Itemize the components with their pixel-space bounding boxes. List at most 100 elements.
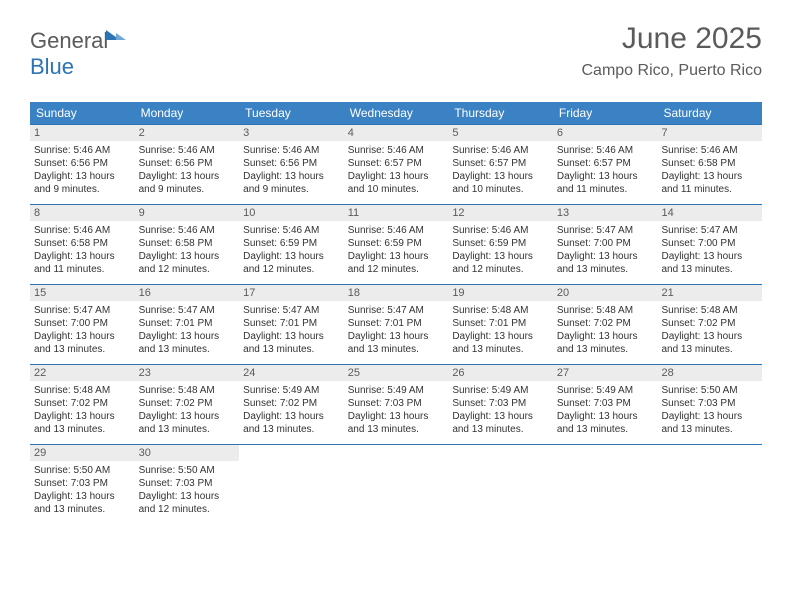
day-number: 1 (30, 125, 135, 141)
calendar-day-cell: 24 Sunrise: 5:49 AMSunset: 7:02 PMDayligh… (239, 365, 344, 444)
calendar-day-cell: 25 Sunrise: 5:49 AMSunset: 7:03 PMDayligh… (344, 365, 449, 444)
dow-label: Wednesday (344, 102, 449, 124)
day-number: 23 (135, 365, 240, 381)
day-details: Sunrise: 5:47 AMSunset: 7:00 PMDaylight:… (34, 304, 131, 356)
calendar-day-cell: 26 Sunrise: 5:49 AMSunset: 7:03 PMDayligh… (448, 365, 553, 444)
day-details: Sunrise: 5:46 AMSunset: 6:56 PMDaylight:… (243, 144, 340, 196)
day-number: 26 (448, 365, 553, 381)
day-number: 13 (553, 205, 658, 221)
brand-logo: General Blue (30, 28, 126, 80)
calendar-day-cell: . (657, 445, 762, 524)
day-details: Sunrise: 5:47 AMSunset: 7:00 PMDaylight:… (557, 224, 654, 276)
day-details: Sunrise: 5:46 AMSunset: 6:59 PMDaylight:… (348, 224, 445, 276)
calendar-week-row: 8Sunrise: 5:46 AMSunset: 6:58 PMDaylight… (30, 204, 762, 284)
day-number: 9 (135, 205, 240, 221)
day-number: 19 (448, 285, 553, 301)
calendar-day-cell: 11 Sunrise: 5:46 AMSunset: 6:59 PMDayligh… (344, 205, 449, 284)
calendar-day-cell: 20 Sunrise: 5:48 AMSunset: 7:02 PMDayligh… (553, 285, 658, 364)
day-number: 4 (344, 125, 449, 141)
calendar-day-cell: 6Sunrise: 5:46 AMSunset: 6:57 PMDaylight… (553, 125, 658, 204)
day-details: Sunrise: 5:47 AMSunset: 7:01 PMDaylight:… (139, 304, 236, 356)
day-details: Sunrise: 5:48 AMSunset: 7:02 PMDaylight:… (34, 384, 131, 436)
day-number: 30 (135, 445, 240, 461)
brand-part2: Blue (30, 54, 74, 79)
dow-label: Thursday (448, 102, 553, 124)
day-details: Sunrise: 5:50 AMSunset: 7:03 PMDaylight:… (661, 384, 758, 436)
day-number: 27 (553, 365, 658, 381)
day-details: Sunrise: 5:48 AMSunset: 7:02 PMDaylight:… (139, 384, 236, 436)
day-number: 18 (344, 285, 449, 301)
calendar-week-row: 29 Sunrise: 5:50 AMSunset: 7:03 PMDayligh… (30, 444, 762, 524)
day-number: 17 (239, 285, 344, 301)
day-number: 28 (657, 365, 762, 381)
day-details: Sunrise: 5:46 AMSunset: 6:59 PMDaylight:… (452, 224, 549, 276)
day-details: Sunrise: 5:46 AMSunset: 6:57 PMDaylight:… (452, 144, 549, 196)
day-number: 5 (448, 125, 553, 141)
day-number: 29 (30, 445, 135, 461)
calendar-day-cell: . (239, 445, 344, 524)
day-details: Sunrise: 5:48 AMSunset: 7:02 PMDaylight:… (557, 304, 654, 356)
page-title: June 2025 (581, 22, 762, 56)
location-subtitle: Campo Rico, Puerto Rico (581, 62, 762, 80)
dow-label: Friday (553, 102, 658, 124)
day-details: Sunrise: 5:49 AMSunset: 7:03 PMDaylight:… (557, 384, 654, 436)
calendar-day-cell: 8 Sunrise: 5:46 AMSunset: 6:58 PMDaylight… (30, 205, 135, 284)
day-details: Sunrise: 5:46 AMSunset: 6:57 PMDaylight:… (348, 144, 445, 196)
day-details: Sunrise: 5:46 AMSunset: 6:58 PMDaylight:… (139, 224, 236, 276)
day-number: 20 (553, 285, 658, 301)
brand-part1: General (30, 28, 108, 53)
calendar-week-row: 22Sunrise: 5:48 AMSunset: 7:02 PMDayligh… (30, 364, 762, 444)
day-number: 3 (239, 125, 344, 141)
day-number: 15 (30, 285, 135, 301)
calendar-day-cell: 30Sunrise: 5:50 AMSunset: 7:03 PMDayligh… (135, 445, 240, 524)
calendar-day-cell: 19 Sunrise: 5:48 AMSunset: 7:01 PMDayligh… (448, 285, 553, 364)
day-number: 8 (30, 205, 135, 221)
day-details: Sunrise: 5:46 AMSunset: 6:56 PMDaylight:… (139, 144, 236, 196)
day-details: Sunrise: 5:47 AMSunset: 7:01 PMDaylight:… (243, 304, 340, 356)
calendar-day-cell: 22 Sunrise: 5:48 AMSunset: 7:02 PMDayligh… (30, 365, 135, 444)
calendar-day-cell: 12 Sunrise: 5:46 AMSunset: 6:59 PMDayligh… (448, 205, 553, 284)
calendar-day-cell: 21Sunrise: 5:48 AMSunset: 7:02 PMDayligh… (657, 285, 762, 364)
calendar-day-cell: 14 Sunrise: 5:47 AMSunset: 7:00 PMDayligh… (657, 205, 762, 284)
day-number: 12 (448, 205, 553, 221)
day-details: Sunrise: 5:50 AMSunset: 7:03 PMDaylight:… (34, 464, 131, 516)
calendar-day-cell: 27 Sunrise: 5:49 AMSunset: 7:03 PMDayligh… (553, 365, 658, 444)
day-number: 22 (30, 365, 135, 381)
calendar-day-cell: 7 Sunrise: 5:46 AMSunset: 6:58 PMDaylight… (657, 125, 762, 204)
day-details: Sunrise: 5:49 AMSunset: 7:03 PMDaylight:… (348, 384, 445, 436)
day-details: Sunrise: 5:49 AMSunset: 7:02 PMDaylight:… (243, 384, 340, 436)
day-details: Sunrise: 5:48 AMSunset: 7:01 PMDaylight:… (452, 304, 549, 356)
day-details: Sunrise: 5:46 AMSunset: 6:59 PMDaylight:… (243, 224, 340, 276)
dow-label: Tuesday (239, 102, 344, 124)
calendar-day-cell: 15 Sunrise: 5:47 AMSunset: 7:00 PMDayligh… (30, 285, 135, 364)
day-details: Sunrise: 5:46 AMSunset: 6:56 PMDaylight:… (34, 144, 131, 196)
calendar-day-cell: 17 Sunrise: 5:47 AMSunset: 7:01 PMDayligh… (239, 285, 344, 364)
day-number: 24 (239, 365, 344, 381)
calendar-day-cell: 10 Sunrise: 5:46 AMSunset: 6:59 PMDayligh… (239, 205, 344, 284)
logo-triangle2-icon (116, 33, 126, 40)
day-details: Sunrise: 5:46 AMSunset: 6:57 PMDaylight:… (557, 144, 654, 196)
day-details: Sunrise: 5:46 AMSunset: 6:58 PMDaylight:… (34, 224, 131, 276)
day-number: 14 (657, 205, 762, 221)
day-details: Sunrise: 5:47 AMSunset: 7:00 PMDaylight:… (661, 224, 758, 276)
day-number: 25 (344, 365, 449, 381)
calendar-day-cell: 5 Sunrise: 5:46 AMSunset: 6:57 PMDaylight… (448, 125, 553, 204)
calendar-day-cell: 23 Sunrise: 5:48 AMSunset: 7:02 PMDayligh… (135, 365, 240, 444)
dow-label: Saturday (657, 102, 762, 124)
day-number: 10 (239, 205, 344, 221)
calendar-day-cell: 16Sunrise: 5:47 AMSunset: 7:01 PMDayligh… (135, 285, 240, 364)
calendar-day-cell: 9 Sunrise: 5:46 AMSunset: 6:58 PMDaylight… (135, 205, 240, 284)
day-number: 21 (657, 285, 762, 301)
day-number: 11 (344, 205, 449, 221)
calendar-day-cell: 28 Sunrise: 5:50 AMSunset: 7:03 PMDayligh… (657, 365, 762, 444)
calendar-day-cell: 13 Sunrise: 5:47 AMSunset: 7:00 PMDayligh… (553, 205, 658, 284)
calendar-day-cell: 2 Sunrise: 5:46 AMSunset: 6:56 PMDaylight… (135, 125, 240, 204)
calendar-day-cell: 4 Sunrise: 5:46 AMSunset: 6:57 PMDaylight… (344, 125, 449, 204)
day-details: Sunrise: 5:49 AMSunset: 7:03 PMDaylight:… (452, 384, 549, 436)
dow-label: Sunday (30, 102, 135, 124)
calendar-day-cell: 3 Sunrise: 5:46 AMSunset: 6:56 PMDaylight… (239, 125, 344, 204)
day-details: Sunrise: 5:47 AMSunset: 7:01 PMDaylight:… (348, 304, 445, 356)
day-number: 2 (135, 125, 240, 141)
day-number: 7 (657, 125, 762, 141)
day-details: Sunrise: 5:46 AMSunset: 6:58 PMDaylight:… (661, 144, 758, 196)
